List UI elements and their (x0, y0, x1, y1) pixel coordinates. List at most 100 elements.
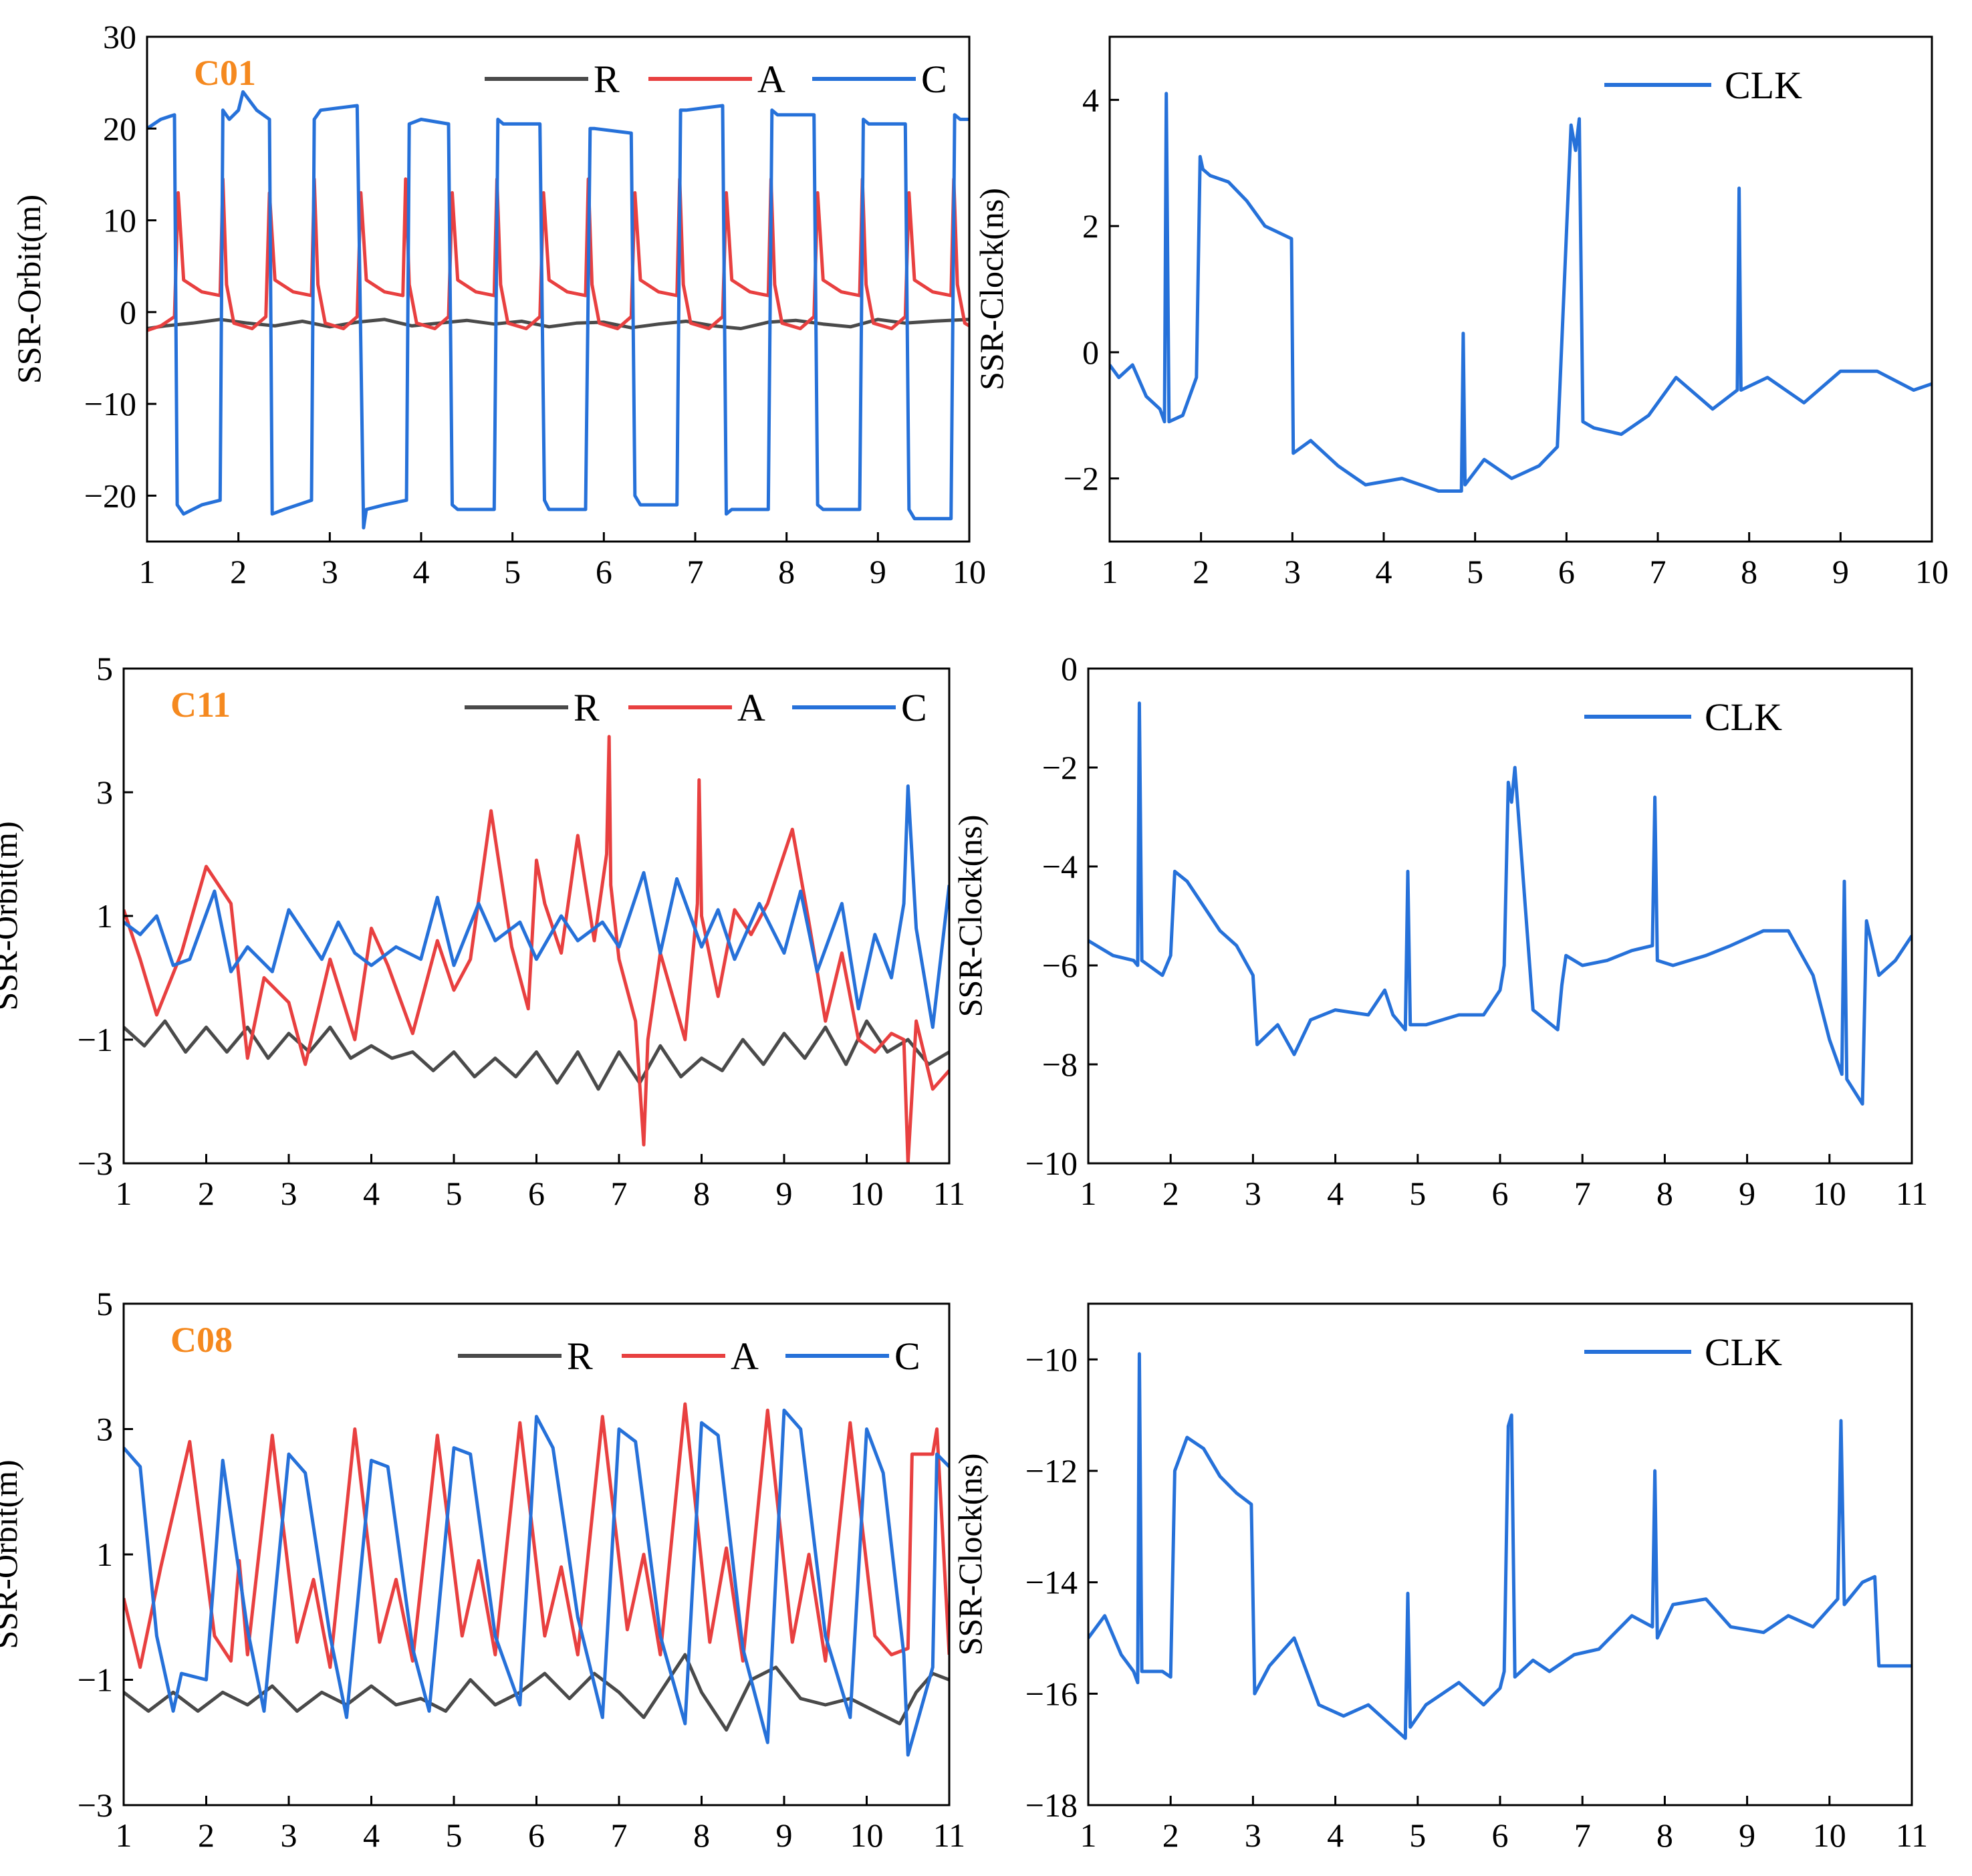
y-tick-label: −2 (1064, 460, 1099, 497)
y-tick-label: 5 (96, 650, 113, 687)
x-tick-label: 10 (1915, 553, 1949, 590)
x-tick-label: 6 (528, 1175, 545, 1212)
legend-label-r: R (594, 57, 620, 101)
x-tick-label: 3 (281, 1175, 297, 1212)
x-tick-label: 1 (1080, 1175, 1097, 1212)
y-tick-label: −14 (1025, 1564, 1078, 1601)
x-tick-label: 5 (1409, 1816, 1426, 1854)
y-tick-label: 4 (1082, 81, 1099, 118)
x-tick-label: 4 (1327, 1816, 1344, 1854)
y-tick-label: −6 (1042, 947, 1078, 984)
x-tick-label: 2 (198, 1816, 215, 1854)
plot-frame (1087, 1302, 1913, 1806)
x-tick-label: 2 (1162, 1816, 1179, 1854)
x-tick-label: 8 (693, 1175, 710, 1212)
x-tick-label: 3 (1284, 553, 1301, 590)
x-tick-label: 4 (363, 1175, 380, 1212)
x-tick-label: 5 (446, 1816, 463, 1854)
y-tick-label: −1 (78, 1661, 113, 1699)
x-tick-label: 6 (1492, 1175, 1509, 1212)
x-tick-label: 7 (611, 1175, 628, 1212)
x-tick-label: 7 (1650, 553, 1667, 590)
panel-c01-clock: 1 2 3 4 5 6 7 8 9 10 −2 0 2 4 SSR-Clock(ns) CLK (973, 35, 1949, 590)
y-axis-label: SSR-Orbit(m) (0, 1459, 24, 1649)
x-tick-label: 8 (1741, 553, 1757, 590)
x-tick-label: 4 (413, 553, 430, 590)
legend-label-a: A (731, 1334, 759, 1378)
y-tick-label: 5 (96, 1285, 113, 1322)
x-tick-label: 5 (1467, 553, 1483, 590)
x-tick-label: 7 (1574, 1175, 1591, 1212)
y-tick-label: 1 (96, 897, 113, 935)
series-line-a (147, 177, 969, 332)
series-line-c (124, 784, 949, 1029)
y-tick-label: −8 (1042, 1046, 1078, 1083)
legend-label-c: C (921, 57, 947, 101)
legend: CLK (1584, 1330, 1782, 1374)
x-tick-label: 10 (1813, 1175, 1846, 1212)
x-tick-label: 8 (1656, 1175, 1673, 1212)
legend-label-r: R (574, 686, 600, 729)
y-tick-label: −20 (84, 477, 136, 514)
legend-label-a: A (737, 686, 765, 729)
series-line-clk (1088, 701, 1912, 1106)
x-tick-label: 4 (1376, 553, 1392, 590)
series-line-clk (1088, 1352, 1912, 1740)
series-line-c (124, 1408, 949, 1757)
x-tick-label: 3 (281, 1816, 297, 1854)
legend-label-r: R (567, 1334, 593, 1378)
y-tick-label: −10 (84, 385, 136, 423)
y-tick-label: 0 (120, 294, 136, 331)
legend-label-c: C (894, 1334, 920, 1378)
x-tick-label: 1 (116, 1175, 132, 1212)
satellite-label: C11 (170, 685, 231, 725)
legend-label-clk: CLK (1705, 695, 1782, 739)
y-axis-label: SSR-Clock(ns) (951, 1453, 989, 1656)
y-tick-label: 0 (1082, 334, 1099, 371)
y-tick-label: −10 (1025, 1340, 1078, 1378)
series-line-clk (1110, 92, 1932, 493)
panel-c11-clock: 1 2 3 4 5 6 7 8 9 10 11 −10 −8 −6 −4 −2 0 SSR-Clock(ns) CL… (951, 650, 1928, 1212)
y-tick-label: 0 (1061, 650, 1078, 687)
x-tick-label: 2 (1162, 1175, 1179, 1212)
x-tick-label: 2 (230, 553, 247, 590)
x-tick-label: 1 (1080, 1816, 1097, 1854)
panel-c08-orbit: 1 2 3 4 5 6 7 8 9 10 11 −3 −1 1 3 5 SSR-Orbit(m) C08 R A C (0, 1285, 965, 1854)
x-tick-label: 8 (778, 553, 795, 590)
y-tick-label: 3 (96, 1411, 113, 1448)
x-tick-label: 9 (1832, 553, 1849, 590)
x-tick-label: 11 (933, 1816, 965, 1854)
x-tick-label: 3 (322, 553, 338, 590)
x-tick-label: 9 (776, 1816, 793, 1854)
y-tick-label: −12 (1025, 1452, 1078, 1490)
series-line-r (124, 1019, 949, 1091)
x-tick-label: 6 (596, 553, 612, 590)
y-tick-label: 3 (96, 774, 113, 811)
satellite-label: C01 (194, 53, 256, 93)
legend: CLK (1604, 64, 1802, 107)
y-tick-label: −16 (1025, 1675, 1078, 1712)
series-line-r (147, 318, 969, 330)
legend-label-c: C (901, 686, 927, 729)
x-tick-label: 10 (850, 1175, 884, 1212)
y-axis-label: SSR-Clock(ns) (973, 188, 1010, 390)
y-tick-label: −1 (78, 1021, 113, 1058)
series-line-r (124, 1653, 949, 1732)
x-tick-label: 11 (1896, 1175, 1928, 1212)
y-tick-label: 20 (103, 110, 136, 147)
x-tick-label: 7 (611, 1816, 628, 1854)
x-tick-label: 9 (870, 553, 886, 590)
x-tick-label: 5 (504, 553, 521, 590)
x-tick-label: 10 (850, 1816, 884, 1854)
x-tick-label: 8 (1656, 1816, 1673, 1854)
y-tick-label: −18 (1025, 1786, 1078, 1824)
panel-c08-clock: 1 2 3 4 5 6 7 8 9 10 11 −18 −16 −14 −12 −10 SSR-Clock(ns… (951, 1302, 1928, 1854)
x-tick-label: 9 (1739, 1816, 1755, 1854)
x-tick-label: 5 (446, 1175, 463, 1212)
x-tick-label: 10 (1813, 1816, 1846, 1854)
plot-frame (122, 667, 951, 1165)
x-tick-label: 9 (776, 1175, 793, 1212)
x-tick-label: 1 (116, 1816, 132, 1854)
